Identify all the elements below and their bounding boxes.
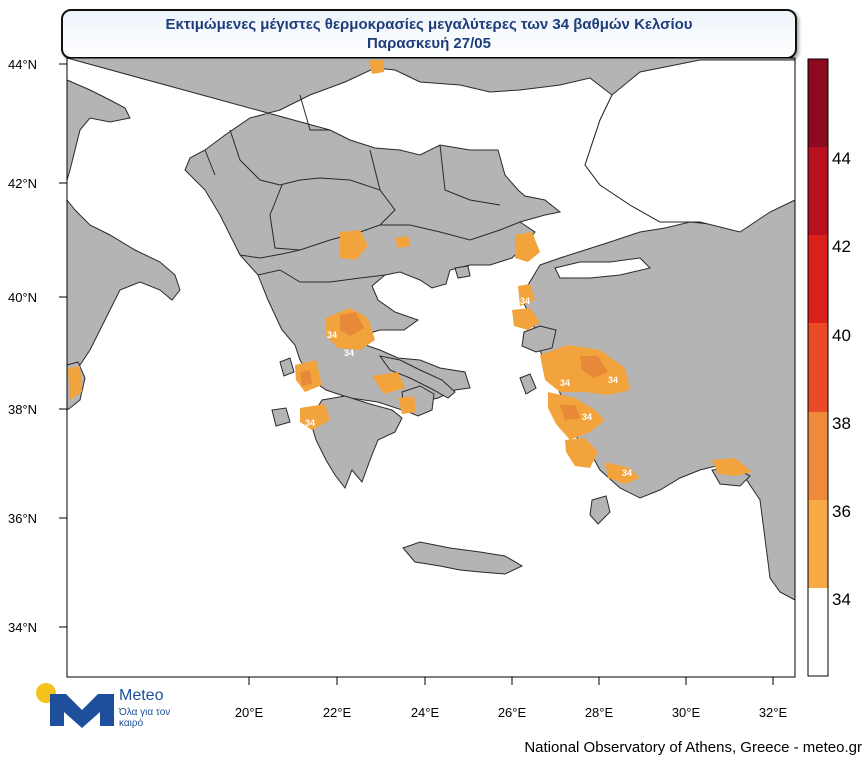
credit-footer: National Observatory of Athens, Greece -… bbox=[524, 739, 862, 756]
longitude-axis: 20°E 22°E 24°E 26°E 28°E 30°E 32°E bbox=[235, 677, 788, 720]
contour-label: 34 bbox=[344, 348, 354, 358]
contour-label: 34 bbox=[327, 330, 337, 340]
brand-name: Meteo bbox=[119, 687, 164, 704]
land-euboea bbox=[378, 355, 456, 399]
map-title: Εκτιμώμενες μέγιστες θερμοκρασίες μεγαλύ… bbox=[165, 16, 693, 33]
colorbar-bin bbox=[808, 588, 828, 676]
land-lesvos bbox=[521, 325, 557, 353]
lat-label: 38°N bbox=[8, 402, 37, 417]
lon-label: 28°E bbox=[585, 705, 614, 720]
meteo-logo: Meteo Όλα για τον καιρό bbox=[36, 680, 186, 730]
contour-label: 34 bbox=[582, 412, 592, 422]
land-italy-south bbox=[66, 198, 181, 373]
colorbar-tick-label: 44 bbox=[832, 149, 851, 168]
latitude-axis: 44°N 42°N 40°N 38°N 36°N 34°N bbox=[8, 57, 67, 635]
colorbar-tick-label: 34 bbox=[832, 590, 851, 609]
lon-label: 24°E bbox=[411, 705, 440, 720]
hot-zones-36-38 bbox=[300, 312, 608, 420]
lon-label: 30°E bbox=[672, 705, 701, 720]
land-chios bbox=[519, 373, 537, 395]
sea-black bbox=[584, 59, 796, 233]
lon-label: 26°E bbox=[498, 705, 527, 720]
brand-tagline: Όλα για τον καιρό bbox=[119, 707, 171, 729]
lat-label: 34°N bbox=[8, 620, 37, 635]
land-crete bbox=[402, 541, 524, 575]
colorbar-bin bbox=[808, 235, 828, 323]
land-peloponnese bbox=[309, 395, 403, 490]
colorbar-tick-label: 40 bbox=[832, 326, 851, 345]
land-kefalonia bbox=[271, 407, 291, 427]
lat-label: 44°N bbox=[8, 57, 37, 72]
colorbar-bin bbox=[808, 323, 828, 412]
sea-marmara bbox=[554, 257, 651, 279]
lat-label: 40°N bbox=[8, 290, 37, 305]
contour-label: 34 bbox=[520, 296, 530, 306]
colorbar-bin bbox=[808, 412, 828, 500]
contour-label: 34 bbox=[305, 418, 315, 428]
land-thasos bbox=[454, 265, 471, 279]
land-italy bbox=[66, 79, 131, 181]
lat-label: 42°N bbox=[8, 176, 37, 191]
colorbar-bin bbox=[808, 500, 828, 588]
land-rhodes bbox=[589, 495, 611, 525]
contour-label: 34 bbox=[560, 378, 570, 388]
lon-label: 32°E bbox=[759, 705, 788, 720]
map-title-box: Εκτιμώμενες μέγιστες θερμοκρασίες μεγαλύ… bbox=[61, 9, 797, 59]
map-area: 34 34 34 34 34 34 34 34 bbox=[66, 57, 796, 678]
colorbar-tick-label: 42 bbox=[832, 237, 851, 256]
colorbar-tick-label: 36 bbox=[832, 502, 851, 521]
map-date: Παρασκευή 27/05 bbox=[367, 35, 491, 52]
lat-label: 36°N bbox=[8, 511, 37, 526]
contour-label: 34 bbox=[622, 468, 632, 478]
meteo-m-icon bbox=[50, 694, 114, 728]
lon-label: 22°E bbox=[323, 705, 352, 720]
lon-label: 20°E bbox=[235, 705, 264, 720]
colorbar-bin bbox=[808, 147, 828, 235]
colorbar-tick-label: 38 bbox=[832, 414, 851, 433]
land-corfu bbox=[279, 357, 295, 377]
colorbar: 44 42 40 38 36 34 bbox=[807, 58, 851, 677]
colorbar-bin bbox=[808, 59, 828, 147]
contour-label: 34 bbox=[608, 375, 618, 385]
